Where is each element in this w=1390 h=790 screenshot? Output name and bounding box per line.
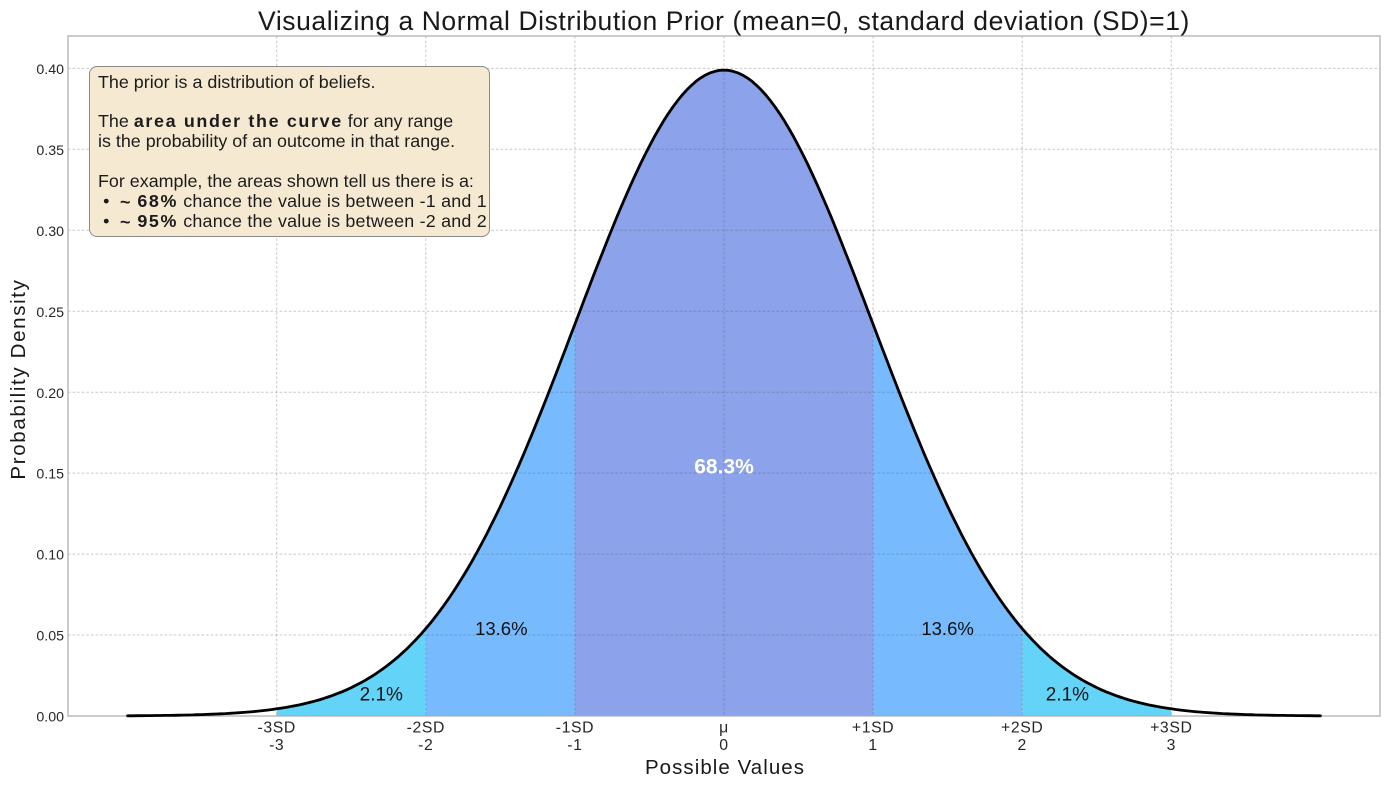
svg-text:3: 3 xyxy=(1167,737,1176,754)
svg-text:0.25: 0.25 xyxy=(36,305,64,321)
svg-text:68.3%: 68.3% xyxy=(694,456,754,479)
svg-text:-1SD: -1SD xyxy=(556,719,594,736)
svg-text:0.20: 0.20 xyxy=(36,386,64,402)
svg-text:1: 1 xyxy=(868,737,877,754)
svg-text:-3: -3 xyxy=(269,737,284,754)
svg-text:-3SD: -3SD xyxy=(258,719,296,736)
svg-text:+3SD: +3SD xyxy=(1150,719,1192,736)
svg-text:+2SD: +2SD xyxy=(1001,719,1043,736)
svg-text:-1: -1 xyxy=(567,737,582,754)
svg-text:0: 0 xyxy=(719,737,728,754)
svg-text:μ: μ xyxy=(719,719,729,736)
svg-text:2.1%: 2.1% xyxy=(1046,684,1089,705)
svg-text:0.30: 0.30 xyxy=(36,224,64,240)
svg-text:2.1%: 2.1% xyxy=(360,684,403,705)
svg-text:2: 2 xyxy=(1018,737,1027,754)
svg-text:-2SD: -2SD xyxy=(407,719,445,736)
svg-text:0.35: 0.35 xyxy=(36,143,64,159)
svg-text:13.6%: 13.6% xyxy=(475,618,527,639)
svg-text:0.15: 0.15 xyxy=(36,467,64,483)
svg-text:0.10: 0.10 xyxy=(36,548,64,564)
svg-text:+1SD: +1SD xyxy=(852,719,894,736)
svg-text:-2: -2 xyxy=(418,737,433,754)
svg-text:0.40: 0.40 xyxy=(36,62,64,78)
svg-text:0.00: 0.00 xyxy=(36,710,64,726)
svg-text:0.05: 0.05 xyxy=(36,629,64,645)
svg-text:13.6%: 13.6% xyxy=(921,618,973,639)
